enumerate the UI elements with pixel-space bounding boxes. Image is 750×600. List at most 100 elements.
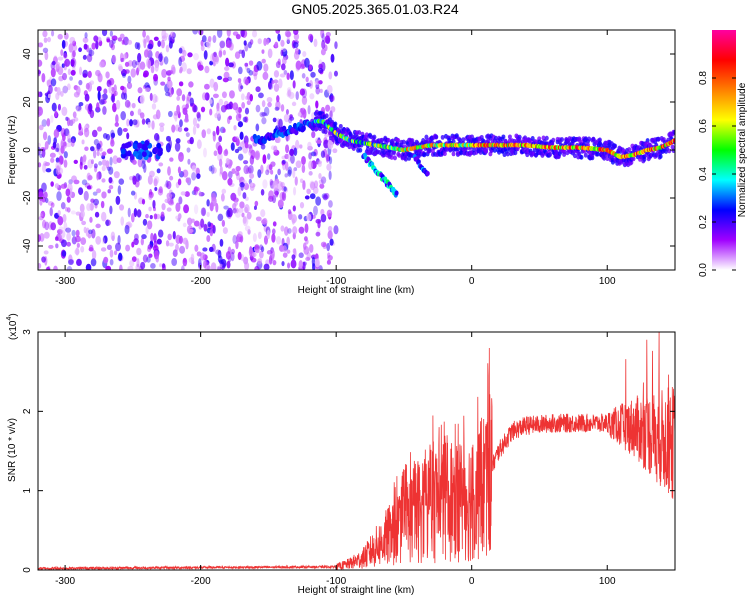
noise-speckle bbox=[228, 90, 235, 99]
noise-speckle bbox=[240, 93, 245, 101]
noise-speckle bbox=[160, 39, 165, 49]
noise-speckle bbox=[178, 56, 182, 67]
noise-speckle bbox=[203, 147, 207, 158]
ridge-halo bbox=[410, 138, 415, 143]
noise-speckle bbox=[187, 158, 191, 165]
noise-speckle bbox=[259, 111, 266, 118]
noise-speckle bbox=[124, 99, 131, 108]
noise-speckle bbox=[327, 225, 333, 232]
noise-speckle bbox=[211, 167, 217, 174]
ridge-halo bbox=[365, 146, 370, 152]
noise-speckle bbox=[212, 224, 216, 234]
noise-speckle bbox=[158, 186, 163, 194]
noise-speckle bbox=[210, 262, 217, 270]
noise-speckle bbox=[309, 80, 313, 89]
noise-speckle bbox=[161, 203, 166, 211]
noise-speckle bbox=[62, 72, 68, 81]
noise-speckle bbox=[67, 68, 71, 76]
colorbar-tick-label: 0.4 bbox=[698, 167, 709, 181]
noise-speckle bbox=[324, 133, 329, 138]
ridge-halo bbox=[559, 137, 564, 142]
noise-speckle bbox=[200, 106, 206, 113]
noise-speckle bbox=[255, 216, 262, 222]
noise-speckle bbox=[60, 202, 66, 210]
noise-speckle bbox=[137, 174, 142, 181]
ridge-halo bbox=[481, 139, 486, 144]
noise-speckle bbox=[147, 244, 153, 250]
noise-speckle bbox=[137, 61, 141, 72]
noise-speckle bbox=[298, 226, 305, 234]
noise-speckle bbox=[235, 165, 241, 172]
noise-speckle bbox=[127, 221, 132, 227]
ridge-halo bbox=[389, 155, 394, 160]
noise-speckle bbox=[53, 128, 60, 138]
noise-speckle bbox=[161, 68, 167, 79]
noise-speckle bbox=[79, 66, 83, 76]
noise-speckle bbox=[56, 191, 62, 202]
noise-speckle bbox=[174, 142, 181, 152]
noise-speckle bbox=[293, 167, 298, 172]
noise-speckle bbox=[136, 258, 140, 268]
noise-speckle bbox=[101, 165, 106, 172]
noise-speckle bbox=[171, 124, 176, 133]
noise-speckle bbox=[140, 237, 144, 246]
ridge-halo bbox=[484, 148, 489, 154]
noise-speckle bbox=[289, 70, 294, 81]
noise-speckle bbox=[187, 52, 193, 58]
noise-speckle bbox=[127, 265, 134, 270]
noise-speckle bbox=[237, 146, 243, 151]
noise-speckle bbox=[137, 52, 142, 63]
noise-speckle bbox=[87, 175, 93, 181]
noise-speckle bbox=[322, 242, 327, 250]
noise-speckle bbox=[81, 139, 85, 145]
noise-speckle bbox=[261, 117, 267, 125]
noise-speckle bbox=[226, 260, 231, 269]
noise-speckle bbox=[228, 62, 234, 68]
spectrogram-x-axis-label: Height of straight line (km) bbox=[298, 285, 415, 296]
noise-speckle bbox=[145, 226, 149, 235]
svg-text:(x104): (x104) bbox=[6, 313, 19, 340]
noise-speckle bbox=[196, 139, 202, 150]
noise-speckle bbox=[263, 106, 270, 117]
noise-speckle bbox=[50, 67, 56, 78]
noise-speckle bbox=[117, 185, 122, 195]
noise-speckle bbox=[237, 121, 244, 128]
noise-speckle bbox=[282, 57, 287, 65]
branch-blob bbox=[425, 171, 430, 177]
noise-speckle bbox=[333, 225, 339, 235]
noise-speckle bbox=[214, 113, 218, 119]
noise-speckle bbox=[55, 243, 59, 249]
noise-speckle bbox=[257, 169, 262, 178]
noise-speckle bbox=[90, 159, 95, 165]
noise-speckle bbox=[172, 230, 176, 240]
noise-speckle bbox=[206, 211, 210, 217]
noise-speckle bbox=[235, 113, 242, 122]
noise-speckle bbox=[103, 256, 109, 264]
noise-speckle bbox=[119, 204, 125, 211]
ridge-halo bbox=[372, 134, 377, 140]
noise-speckle bbox=[88, 103, 93, 112]
noise-speckle bbox=[328, 71, 333, 80]
noise-speckle bbox=[248, 70, 254, 76]
noise-speckle bbox=[147, 43, 153, 50]
y-tick-label: 20 bbox=[22, 96, 33, 108]
noise-speckle bbox=[165, 240, 170, 247]
noise-speckle bbox=[293, 147, 298, 156]
noise-speckle bbox=[188, 257, 195, 263]
colorbar: 0.0 0.2 0.4 0.6 0.8 Normalized spectral ampl… bbox=[698, 30, 748, 277]
noise-speckle bbox=[221, 219, 226, 227]
noise-speckle bbox=[96, 171, 100, 181]
noise-speckle bbox=[109, 156, 113, 166]
noise-speckle bbox=[66, 196, 71, 203]
noise-speckle bbox=[217, 213, 224, 222]
noise-speckle bbox=[86, 185, 92, 190]
noise-speckle bbox=[308, 33, 314, 42]
noise-speckle bbox=[183, 204, 190, 214]
noise-speckle bbox=[252, 233, 257, 243]
ridge-halo bbox=[403, 156, 408, 162]
noise-speckle bbox=[152, 93, 158, 104]
noise-speckle bbox=[48, 244, 54, 249]
noise-speckle bbox=[275, 61, 281, 69]
noise-speckle bbox=[109, 39, 114, 49]
noise-speckle bbox=[240, 254, 245, 262]
